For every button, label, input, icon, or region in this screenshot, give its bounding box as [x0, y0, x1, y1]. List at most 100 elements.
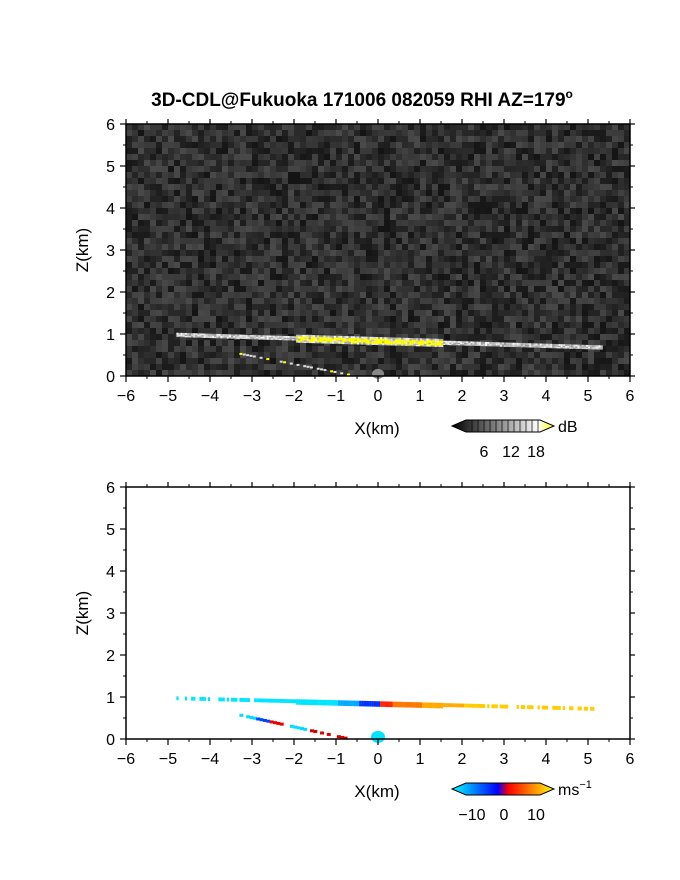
- noise-cell: [594, 226, 600, 232]
- noise-cell: [156, 256, 162, 262]
- noise-cell: [204, 340, 210, 346]
- noise-cell: [354, 364, 360, 370]
- noise-cell: [546, 298, 552, 304]
- noise-cell: [282, 244, 288, 250]
- noise-cell: [570, 298, 576, 304]
- noise-cell: [198, 316, 204, 322]
- noise-cell: [510, 322, 516, 328]
- noise-cell: [588, 166, 594, 172]
- echo-cell: [363, 339, 366, 341]
- velocity-cell: [346, 702, 349, 705]
- noise-cell: [288, 214, 294, 220]
- noise-cell: [312, 346, 318, 352]
- noise-cell: [462, 346, 468, 352]
- noise-cell: [270, 202, 276, 208]
- echo-cell: [336, 338, 339, 341]
- noise-cell: [528, 310, 534, 316]
- noise-cell: [624, 334, 630, 340]
- noise-cell: [312, 160, 318, 166]
- noise-cell: [384, 238, 390, 244]
- velocity-cell: [249, 716, 254, 720]
- noise-cell: [270, 304, 276, 310]
- noise-cell: [240, 310, 246, 316]
- noise-cell: [576, 328, 582, 334]
- noise-cell: [216, 214, 222, 220]
- noise-cell: [480, 322, 486, 328]
- noise-cell: [486, 196, 492, 202]
- noise-cell: [558, 334, 564, 340]
- noise-cell: [240, 346, 246, 352]
- noise-cell: [558, 316, 564, 322]
- noise-cell: [150, 136, 156, 142]
- noise-cell: [240, 274, 246, 280]
- noise-cell: [462, 280, 468, 286]
- noise-cell: [312, 316, 318, 322]
- echo-cell: [294, 338, 297, 341]
- noise-cell: [228, 172, 234, 178]
- noise-cell: [456, 130, 462, 136]
- noise-cell: [594, 268, 600, 274]
- noise-cell: [426, 172, 432, 178]
- echo-cell: [590, 347, 593, 350]
- noise-cell: [132, 178, 138, 184]
- noise-cell: [360, 256, 366, 262]
- noise-cell: [318, 220, 324, 226]
- noise-cell: [528, 232, 534, 238]
- noise-cell: [534, 208, 540, 214]
- noise-cell: [360, 238, 366, 244]
- noise-cell: [252, 352, 258, 358]
- echo-cell: [367, 343, 370, 345]
- echo-cell: [501, 343, 505, 346]
- noise-cell: [150, 232, 156, 238]
- noise-cell: [300, 298, 306, 304]
- noise-cell: [624, 328, 630, 334]
- noise-cell: [168, 268, 174, 274]
- noise-cell: [546, 346, 552, 352]
- noise-cell: [492, 178, 498, 184]
- noise-cell: [468, 232, 474, 238]
- echo-cell: [373, 336, 376, 339]
- echo-cell: [308, 341, 311, 344]
- velocity-cell: [176, 698, 179, 701]
- noise-cell: [624, 208, 630, 214]
- noise-cell: [600, 142, 606, 148]
- velocity-cell: [329, 700, 332, 703]
- y-tick-label: 0: [106, 732, 115, 749]
- noise-cell: [426, 178, 432, 184]
- noise-cell: [600, 352, 606, 358]
- noise-cell: [462, 232, 468, 238]
- noise-cell: [426, 136, 432, 142]
- echo-cell: [224, 335, 227, 338]
- noise-cell: [552, 238, 558, 244]
- noise-cell: [138, 148, 144, 154]
- noise-cell: [564, 328, 570, 334]
- noise-cell: [198, 286, 204, 292]
- noise-cell: [324, 310, 330, 316]
- velocity-cell: [302, 702, 305, 705]
- echo-cell: [287, 338, 290, 341]
- noise-cell: [402, 178, 408, 184]
- echo-cell: [222, 336, 225, 339]
- noise-cell: [468, 214, 474, 220]
- noise-cell: [264, 226, 270, 232]
- noise-cell: [534, 316, 540, 322]
- velocity-cell: [207, 698, 211, 702]
- noise-cell: [576, 214, 582, 220]
- noise-cell: [360, 190, 366, 196]
- noise-cell: [168, 196, 174, 202]
- velocity-cell: [315, 699, 318, 702]
- noise-cell: [186, 214, 192, 220]
- noise-cell: [480, 160, 486, 166]
- noise-cell: [366, 154, 372, 160]
- echo-cell: [386, 337, 389, 340]
- noise-cell: [306, 256, 312, 262]
- noise-cell: [612, 340, 618, 346]
- noise-cell: [618, 244, 624, 250]
- noise-cell: [198, 256, 204, 262]
- noise-cell: [594, 364, 600, 370]
- noise-cell: [522, 352, 528, 358]
- noise-cell: [474, 166, 480, 172]
- noise-cell: [162, 244, 168, 250]
- noise-cell: [510, 352, 516, 358]
- echo-cell: [306, 339, 309, 342]
